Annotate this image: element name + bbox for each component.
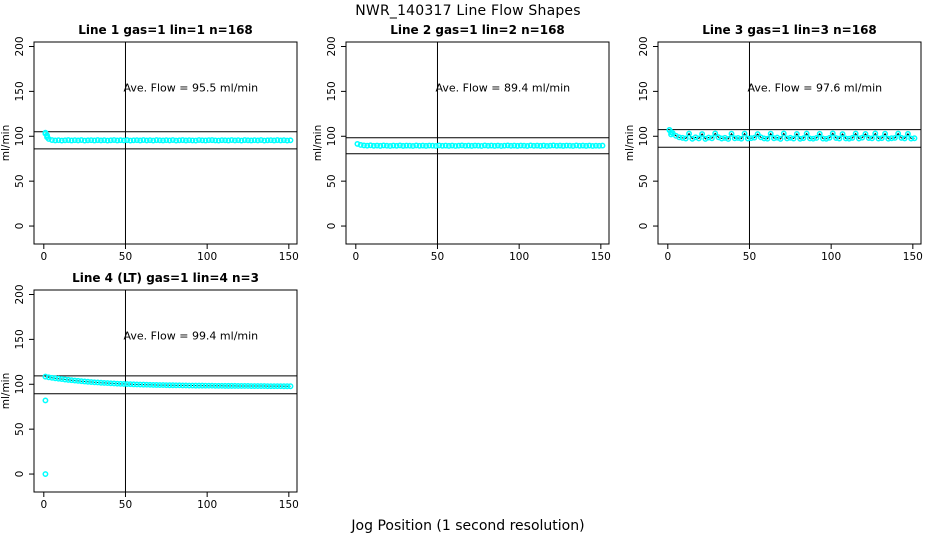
svg-text:150: 150 [638, 81, 650, 101]
svg-text:100: 100 [197, 251, 217, 263]
empty-cell-2 [624, 268, 936, 516]
svg-text:150: 150 [591, 251, 611, 263]
svg-text:150: 150 [279, 499, 299, 511]
figure-title: NWR_140317 Line Flow Shapes [355, 3, 581, 19]
svg-text:0: 0 [14, 223, 26, 230]
empty-cell-1 [312, 268, 624, 516]
panel-line-2-title: Line 2 gas=1 lin=2 n=168 [390, 23, 565, 37]
panel-line-3-title: Line 3 gas=1 lin=3 n=168 [702, 23, 877, 37]
svg-text:100: 100 [821, 251, 841, 263]
svg-text:ml/min: ml/min [624, 125, 636, 161]
svg-text:50: 50 [638, 174, 650, 187]
svg-text:100: 100 [326, 126, 338, 146]
panel-line-2: Line 2 gas=1 lin=2 n=168 0 50 100 150 0 50 100… [312, 20, 624, 268]
svg-text:200: 200 [326, 36, 338, 56]
plot-line-2: 0 50 100 150 0 50 100 150 200 ml/min Ave. Flow = 8… [312, 36, 611, 263]
svg-text:Ave. Flow = 89.4 ml/min: Ave. Flow = 89.4 ml/min [435, 81, 570, 94]
svg-text:50: 50 [743, 251, 756, 263]
svg-text:50: 50 [119, 499, 132, 511]
panel-line-4-title: Line 4 (LT) gas=1 lin=4 n=3 [72, 271, 259, 285]
svg-text:50: 50 [119, 251, 132, 263]
svg-text:0: 0 [664, 251, 671, 263]
svg-text:0: 0 [352, 251, 359, 263]
x-axis-title: Jog Position (1 second resolution) [351, 518, 585, 534]
svg-text:100: 100 [197, 499, 217, 511]
svg-text:0: 0 [40, 251, 47, 263]
panel-line-1: Line 1 gas=1 lin=1 n=168 0 50 100 150 0 50 100… [0, 20, 312, 268]
panel-line-4: Line 4 (LT) gas=1 lin=4 n=3 0 50 100 150 0 50… [0, 268, 312, 516]
svg-text:100: 100 [14, 126, 26, 146]
svg-text:50: 50 [14, 422, 26, 435]
svg-text:0: 0 [40, 499, 47, 511]
svg-text:150: 150 [279, 251, 299, 263]
svg-text:200: 200 [638, 36, 650, 56]
panel-grid: Line 1 gas=1 lin=1 n=168 0 50 100 150 0 50 100… [0, 20, 936, 516]
svg-text:150: 150 [14, 81, 26, 101]
plot-line-3: 0 50 100 150 0 50 100 150 200 ml/min Ave. Flow = 9… [624, 36, 923, 263]
svg-text:ml/min: ml/min [312, 125, 324, 161]
svg-text:0: 0 [14, 471, 26, 478]
plot-line-1: 0 50 100 150 0 50 100 150 200 ml/min Ave. Flow = 9… [0, 36, 299, 263]
svg-text:Ave. Flow = 97.6 ml/min: Ave. Flow = 97.6 ml/min [747, 81, 882, 94]
svg-text:Ave. Flow = 95.5 ml/min: Ave. Flow = 95.5 ml/min [123, 81, 258, 94]
svg-text:150: 150 [903, 251, 923, 263]
svg-text:Ave. Flow = 99.4 ml/min: Ave. Flow = 99.4 ml/min [123, 329, 258, 342]
panel-line-1-title: Line 1 gas=1 lin=1 n=168 [78, 23, 253, 37]
svg-text:100: 100 [638, 126, 650, 146]
svg-text:100: 100 [509, 251, 529, 263]
svg-text:150: 150 [326, 81, 338, 101]
svg-text:0: 0 [638, 223, 650, 230]
svg-text:150: 150 [14, 329, 26, 349]
svg-text:ml/min: ml/min [0, 125, 12, 161]
svg-text:ml/min: ml/min [0, 373, 12, 409]
svg-text:200: 200 [14, 284, 26, 304]
svg-text:50: 50 [326, 174, 338, 187]
svg-text:50: 50 [431, 251, 444, 263]
svg-text:200: 200 [14, 36, 26, 56]
panel-line-3: Line 3 gas=1 lin=3 n=168 0 50 100 150 0 50 100… [624, 20, 936, 268]
svg-text:0: 0 [326, 223, 338, 230]
plot-line-4: 0 50 100 150 0 50 100 150 200 ml/min Ave. Flow = 9… [0, 284, 299, 511]
svg-text:100: 100 [14, 374, 26, 394]
svg-text:50: 50 [14, 174, 26, 187]
